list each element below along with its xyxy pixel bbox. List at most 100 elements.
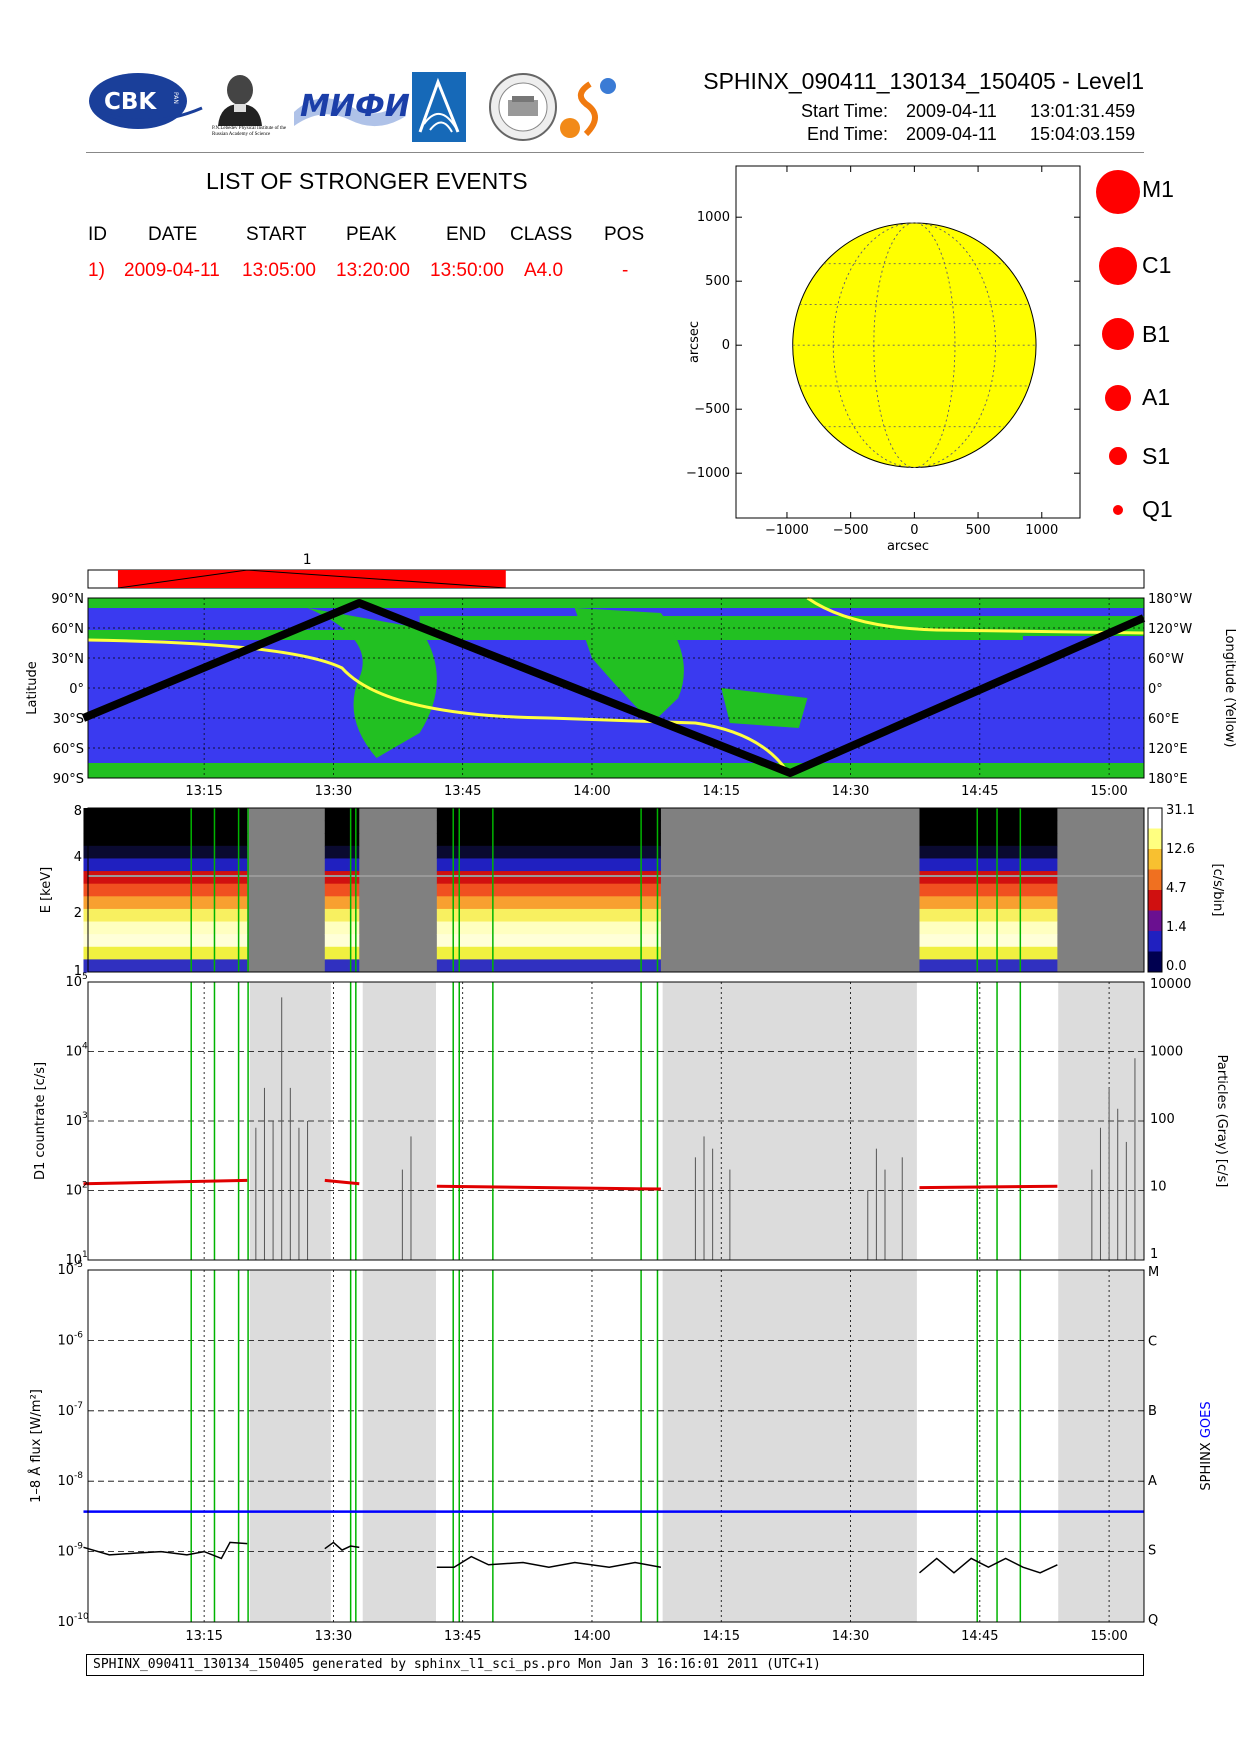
flux-ylabel-right: SPHINX GOES <box>1199 1401 1214 1490</box>
flux-ytick-label: 10 <box>57 1545 74 1560</box>
flux-ylabel-sphinx: SPHINX <box>1199 1438 1214 1490</box>
col-id: ID <box>88 224 107 245</box>
longitude-track-2 <box>806 596 1145 635</box>
flux-ytick-exponent: -9 <box>74 1542 83 1552</box>
countrate-right-tick-label: 1000 <box>1150 1045 1183 1060</box>
map-xtick-label: 14:45 <box>961 784 998 799</box>
countrate-ylabel-right: Particles (Gray) [c/s] <box>1214 1055 1229 1188</box>
legend-dot-b1 <box>1102 318 1134 350</box>
lon-tick-label: 120°W <box>1148 622 1192 637</box>
map-xtick-label: 14:00 <box>573 784 610 799</box>
countrate-ylabel-left: D1 countrate [c/s] <box>33 1062 48 1180</box>
legend-label-a1: A1 <box>1142 384 1171 410</box>
flux-xtick-label: 15:00 <box>1090 1629 1127 1644</box>
spectrogram-band <box>436 883 661 897</box>
sun-xtick-label: −1000 <box>765 523 809 538</box>
countrate-d1-series <box>83 1178 248 1186</box>
spectrogram-ytick-label: 1 <box>74 964 82 979</box>
lat-tick-label: 90°S <box>53 772 84 787</box>
countrate-ytick-label: 10 <box>65 1184 82 1199</box>
map-land-antarctica <box>88 763 1144 778</box>
spectrogram-band <box>324 808 360 822</box>
spectrogram-band <box>324 946 360 960</box>
flux-gap-shade <box>249 1270 331 1622</box>
flux-ytick-exponent: -7 <box>74 1401 83 1411</box>
flux-ytick-exponent: -10 <box>74 1612 89 1622</box>
sun-xtick-label: 500 <box>966 523 991 538</box>
spectrogram-band <box>919 808 1058 822</box>
pan-text: PAN <box>172 92 179 104</box>
flux-ytick-label: 10 <box>57 1333 74 1348</box>
legend-label-c1: C1 <box>1142 252 1172 278</box>
sun-xtick-label: 0 <box>910 523 918 538</box>
spectrogram-band <box>83 833 248 847</box>
countrate-ytick-exponent: 5 <box>82 972 88 982</box>
spectrogram-band <box>436 871 661 885</box>
flux-class-label: Q <box>1148 1613 1158 1628</box>
event-row-class: A4.0 <box>524 260 564 281</box>
flux-xtick-label: 13:15 <box>185 1629 222 1644</box>
legend-label-s1: S1 <box>1142 443 1171 469</box>
spectrogram-band <box>436 833 661 847</box>
event-row-pos: - <box>622 260 629 281</box>
col-date: DATE <box>148 224 198 245</box>
map-land-americas <box>307 608 437 758</box>
spectrogram-band <box>83 908 248 923</box>
flux-ytick-exponent: -8 <box>74 1471 83 1481</box>
orbit-latitude-track <box>81 599 1146 777</box>
sun-frame <box>735 165 1081 519</box>
map-xtick-label: 13:45 <box>444 784 481 799</box>
colorbar-tick-label: 12.6 <box>1166 842 1195 857</box>
start-time-label: Start Time: <box>800 101 888 121</box>
flux-sphinx-series <box>919 1557 1058 1574</box>
flux-gap-shade <box>362 1270 436 1622</box>
col-end: END <box>446 224 487 245</box>
event-bar-triangle <box>117 569 506 589</box>
col-class: CLASS <box>510 224 573 245</box>
flux-ytick-label: 10 <box>57 1474 74 1489</box>
sun-xlabel: arcsec <box>887 539 929 554</box>
flux-xtick-label: 14:15 <box>703 1629 740 1644</box>
spectrogram-band <box>436 908 661 923</box>
legend-label-q1: Q1 <box>1142 496 1173 522</box>
flux-class-label: A <box>1148 1474 1157 1489</box>
flux-class-label: B <box>1148 1404 1157 1419</box>
flux-class-label: C <box>1148 1335 1157 1350</box>
spectrogram-frame <box>87 807 1145 973</box>
sun-ytick-label: −1000 <box>686 466 730 481</box>
countrate-right-tick-label: 10 <box>1150 1180 1167 1195</box>
map-ylabel-left: Latitude <box>25 661 40 715</box>
flux-class-label: S <box>1148 1543 1156 1558</box>
flux-xtick-label: 14:00 <box>573 1629 610 1644</box>
mifi-text: МИФИ <box>300 89 410 124</box>
colorbar-segment <box>1148 808 1162 829</box>
spectrogram-band <box>919 820 1058 834</box>
spectrogram-band <box>436 896 661 910</box>
longitude-track-1 <box>87 638 792 777</box>
colorbar-tick-label: 4.7 <box>1166 881 1187 896</box>
spectrogram-band <box>83 934 248 948</box>
countrate-frame <box>87 981 1145 1261</box>
sun-xtick-label: 1000 <box>1025 523 1058 538</box>
flux-ytick-exponent: -6 <box>74 1330 83 1340</box>
colorbar-segment <box>1148 849 1162 870</box>
spectrogram-band <box>324 908 360 923</box>
sun-disk-chart: −1000 −500 0 500 1000 1000 500 0 −500 −1000 arcsec… <box>686 165 1081 554</box>
spectrogram-band <box>436 959 661 973</box>
spectrogram-band <box>83 959 248 973</box>
events-title: LIST OF STRONGER EVENTS <box>206 168 528 194</box>
spectrogram-band <box>919 934 1058 948</box>
map-land-australia <box>721 688 808 728</box>
legend-label-m1: M1 <box>1142 176 1174 202</box>
countrate-ytick-exponent: 4 <box>82 1042 88 1052</box>
sun-ytick-label: 500 <box>705 274 730 289</box>
sun-ylabel: arcsec <box>687 321 702 363</box>
spectrogram-band <box>919 883 1058 897</box>
sun-disk-plot-area: −1000 −500 0 500 1000 1000 500 0 −500 −1000 arcsec… <box>686 165 1081 554</box>
start-date: 2009-04-11 <box>906 101 997 121</box>
legend-dot-c1 <box>1099 247 1137 285</box>
sun-ytick-label: −500 <box>694 402 730 417</box>
event-bar-label: 1 <box>303 552 312 568</box>
flux-sphinx-series <box>436 1555 662 1568</box>
cbk-pan-logo: CBK PAN <box>86 70 204 132</box>
